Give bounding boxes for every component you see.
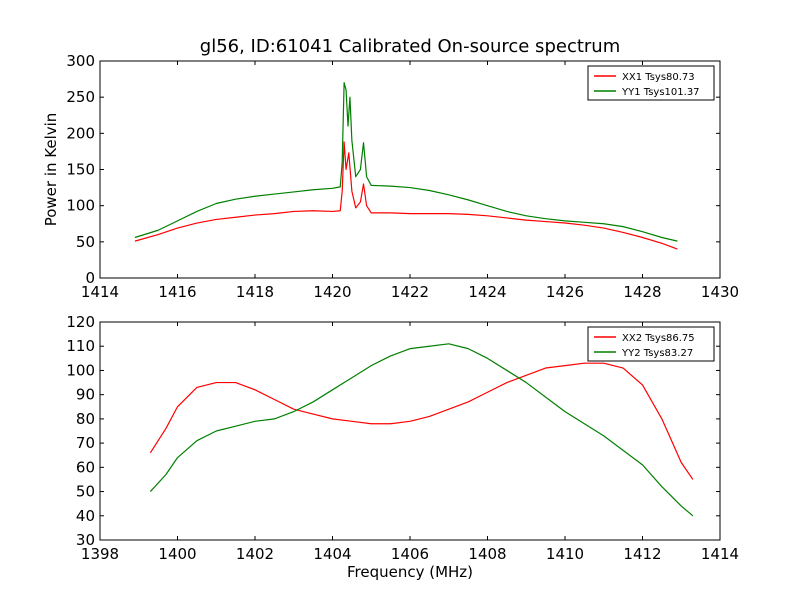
y-tick-label: 300 — [66, 52, 95, 70]
x-tick-label: 1416 — [158, 283, 196, 301]
legend-top: XX1 Tsys80.73 YY1 Tsys101.37 — [587, 65, 715, 101]
y-tick-label: 40 — [76, 507, 95, 525]
legend-label: YY1 Tsys101.37 — [621, 87, 700, 98]
x-tick-label: 1420 — [313, 283, 351, 301]
legend-box — [587, 65, 715, 101]
legend-label: XX1 Tsys80.73 — [622, 72, 695, 83]
legend-bottom: XX2 Tsys86.75 YY2 Tsys83.27 — [587, 326, 715, 362]
x-tick-label: 1410 — [546, 545, 584, 563]
y-tick-label: 50 — [76, 233, 95, 251]
x-tick-label: 1414 — [701, 545, 739, 563]
series-line-bottom-2 — [149, 343, 694, 517]
y-axis-label: Power in Kelvin — [42, 113, 60, 227]
y-tick-label: 200 — [66, 124, 95, 142]
x-tick-label: 1424 — [468, 283, 506, 301]
series-line-top-2 — [134, 82, 678, 242]
legend-label: XX2 Tsys86.75 — [622, 333, 695, 344]
x-axis-label: Frequency (MHz) — [347, 563, 473, 581]
legend-box — [587, 326, 715, 362]
y-tick-label: 150 — [66, 161, 95, 179]
x-tick-label: 1426 — [546, 283, 584, 301]
x-tick-label: 1412 — [623, 545, 661, 563]
series-line-bottom-1 — [149, 362, 694, 480]
y-tick-label: 250 — [66, 88, 95, 106]
figure-title: gl56, ID:61041 Calibrated On-source spec… — [200, 36, 620, 57]
y-tick-label: 60 — [76, 458, 95, 476]
x-tick-label: 1402 — [236, 545, 274, 563]
chart-panel-top: 1414 1416 1418 1420 1422 1424 1426 1428 1430 0 50 1… — [42, 52, 739, 301]
y-tick-label: 110 — [66, 337, 95, 355]
y-tick-label: 80 — [76, 410, 95, 428]
x-tick-label: 1422 — [391, 283, 429, 301]
y-tick-label: 90 — [76, 386, 95, 404]
y-tick-label: 30 — [76, 531, 95, 549]
series-line-top-1 — [134, 141, 678, 250]
legend-label: YY2 Tsys83.27 — [621, 348, 693, 359]
x-tick-label: 1398 — [81, 545, 119, 563]
x-tick-label: 1404 — [313, 545, 351, 563]
y-tick-label: 50 — [76, 483, 95, 501]
y-tick-label: 70 — [76, 434, 95, 452]
x-tick-label: 1428 — [623, 283, 661, 301]
y-tick-label: 120 — [66, 313, 95, 331]
x-tick-label: 1418 — [236, 283, 274, 301]
y-tick-label: 0 — [85, 269, 95, 287]
x-tick-label: 1406 — [391, 545, 429, 563]
chart-panel-bottom: 1398 1400 1402 1404 1406 1408 1410 1412 1414 30 40… — [66, 313, 739, 581]
x-tick-label: 1400 — [158, 545, 196, 563]
y-tick-label: 100 — [66, 361, 95, 379]
x-tick-label: 1408 — [468, 545, 506, 563]
x-tick-label: 1414 — [81, 283, 119, 301]
y-tick-label: 100 — [66, 197, 95, 215]
x-tick-label: 1430 — [701, 283, 739, 301]
